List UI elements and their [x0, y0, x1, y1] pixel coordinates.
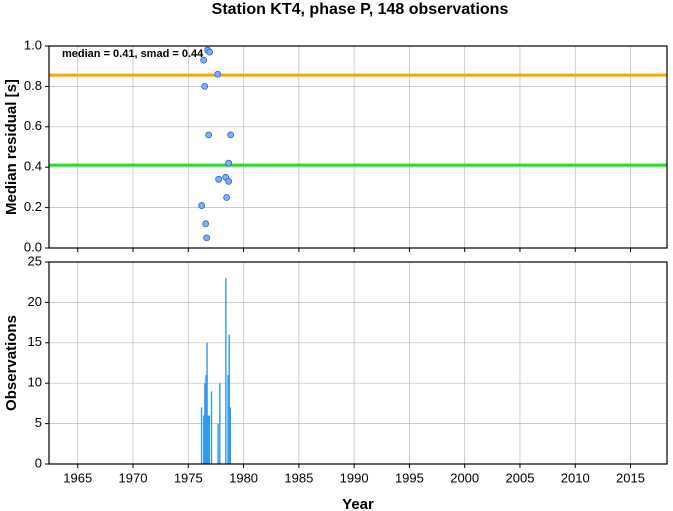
x-tick-label: 1990	[340, 470, 369, 485]
bar	[227, 375, 229, 464]
x-tick-label: 1980	[229, 470, 258, 485]
bar	[217, 423, 219, 464]
bar	[228, 334, 230, 464]
plot-frame	[48, 45, 668, 249]
x-tick-label: 1970	[119, 470, 148, 485]
y-tick-label: 0.2	[24, 199, 42, 214]
y-tick-label: 0.6	[24, 118, 42, 133]
bar	[205, 375, 207, 464]
y-tick-label: 25	[28, 253, 42, 268]
bar	[207, 415, 209, 464]
point	[223, 194, 231, 201]
point	[203, 234, 211, 242]
x-axis-label: Year	[342, 496, 374, 511]
point	[225, 159, 233, 167]
y-axis-label: Median residual [s]	[3, 79, 20, 215]
point	[214, 70, 222, 78]
y-tick-label: 20	[28, 294, 42, 309]
x-tick-label: 2010	[561, 470, 590, 485]
y-tick-label: 10	[28, 375, 42, 390]
point	[202, 220, 210, 228]
x-tick-label: 2000	[450, 470, 479, 485]
bar	[208, 415, 211, 464]
point	[205, 131, 213, 139]
y-tick-label: 5	[35, 415, 42, 430]
bar	[204, 383, 206, 464]
x-tick-label: 1995	[395, 470, 424, 485]
bar	[219, 383, 221, 464]
x-tick-label: 1965	[63, 470, 92, 485]
bar	[225, 278, 227, 464]
plot-frame	[48, 261, 668, 465]
y-axis-label: Observations	[3, 315, 20, 411]
y-tick-label: 1.0	[24, 37, 42, 52]
x-tick-label: 2005	[506, 470, 535, 485]
y-tick-label: 0.0	[24, 239, 42, 254]
y-tick-label: 0	[35, 455, 42, 470]
point	[198, 202, 206, 209]
point	[200, 56, 208, 64]
x-tick-label: 1975	[174, 470, 203, 485]
point	[206, 48, 214, 56]
y-tick-label: 0.4	[24, 159, 42, 174]
chart-title: Station KT4, phase P, 148 observations	[212, 1, 509, 18]
point	[227, 131, 235, 139]
y-tick-label: 0.8	[24, 78, 42, 93]
point	[201, 83, 209, 90]
point	[215, 175, 223, 183]
bar	[206, 342, 208, 464]
bar	[200, 407, 203, 464]
bar	[229, 407, 232, 464]
bar	[203, 415, 205, 464]
x-tick-label: 1985	[284, 470, 313, 485]
bar	[210, 391, 213, 464]
point	[225, 177, 233, 185]
x-tick-label: 2015	[616, 470, 645, 485]
y-tick-label: 15	[28, 334, 42, 349]
annotation: median = 0.41, smad = 0.44	[62, 48, 204, 60]
